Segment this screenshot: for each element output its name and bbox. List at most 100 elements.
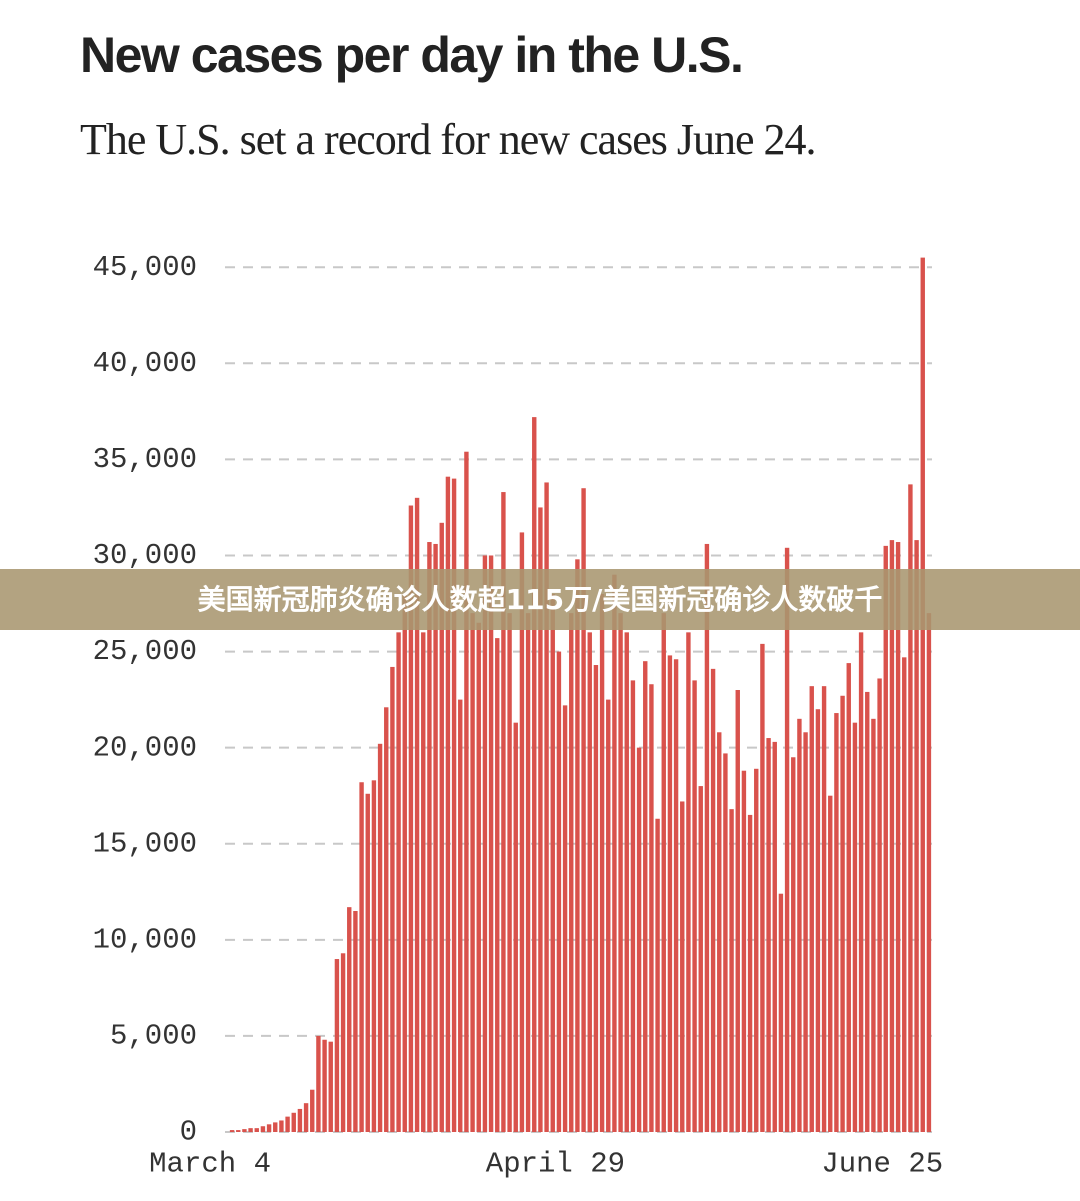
y-tick-label: 40,000 xyxy=(93,347,197,380)
bar xyxy=(266,1124,272,1132)
bar xyxy=(926,613,932,1132)
bar xyxy=(606,699,611,1132)
bar xyxy=(698,786,703,1132)
bar xyxy=(630,680,636,1132)
bar xyxy=(285,1116,290,1132)
bar xyxy=(254,1128,259,1132)
bar xyxy=(643,661,648,1132)
bar xyxy=(778,893,784,1132)
bar xyxy=(328,1041,333,1132)
bar xyxy=(390,666,395,1132)
bar xyxy=(581,488,586,1132)
bar xyxy=(236,1130,241,1132)
bar xyxy=(766,738,771,1132)
bar xyxy=(384,707,389,1132)
bar xyxy=(741,770,747,1132)
bar xyxy=(507,613,512,1132)
y-tick-label: 5,000 xyxy=(110,1020,197,1053)
bar xyxy=(488,555,494,1132)
bar xyxy=(562,705,568,1132)
bar xyxy=(377,743,383,1132)
x-tick-label: June 25 xyxy=(821,1148,943,1181)
bar xyxy=(445,476,451,1132)
bar xyxy=(402,593,407,1132)
bar xyxy=(858,632,864,1132)
bar xyxy=(569,613,574,1132)
bar xyxy=(754,768,759,1132)
bar xyxy=(686,632,691,1132)
bar xyxy=(710,668,716,1132)
bar xyxy=(495,638,500,1132)
bar xyxy=(340,953,346,1132)
bar xyxy=(865,691,870,1132)
bar xyxy=(260,1126,266,1132)
bar xyxy=(322,1039,327,1132)
bar xyxy=(920,257,925,1132)
bar xyxy=(902,657,907,1132)
bar xyxy=(501,492,506,1132)
bar xyxy=(680,801,685,1132)
bar xyxy=(353,911,358,1132)
bar xyxy=(291,1112,296,1132)
bar xyxy=(556,651,562,1132)
bar xyxy=(661,613,666,1132)
x-tick-label: March 4 xyxy=(149,1148,271,1181)
bar xyxy=(316,1035,321,1132)
bar xyxy=(371,780,377,1132)
bar xyxy=(797,718,802,1132)
bar xyxy=(439,522,444,1132)
bar xyxy=(476,622,481,1132)
bar xyxy=(803,732,808,1132)
bar xyxy=(593,665,599,1132)
chart-title: New cases per day in the U.S. xyxy=(80,27,742,83)
bar xyxy=(834,713,839,1132)
bar xyxy=(303,1103,309,1132)
bar xyxy=(692,680,697,1132)
y-tick-label: 20,000 xyxy=(93,731,197,764)
bar xyxy=(747,814,753,1132)
bar xyxy=(482,555,488,1132)
bar xyxy=(908,484,913,1132)
y-tick-label: 0 xyxy=(180,1116,197,1149)
bar xyxy=(458,699,463,1132)
bar xyxy=(427,542,432,1132)
bar xyxy=(433,543,438,1132)
bar xyxy=(544,482,549,1133)
bar xyxy=(723,753,728,1132)
x-tick-label: April 29 xyxy=(486,1148,625,1181)
bar xyxy=(408,505,414,1132)
bar xyxy=(655,818,660,1132)
bar xyxy=(649,684,654,1132)
bar xyxy=(519,532,525,1132)
bar xyxy=(735,690,740,1132)
bar xyxy=(587,632,592,1132)
bar xyxy=(421,632,426,1132)
bar xyxy=(673,659,679,1132)
bar xyxy=(760,643,765,1132)
bar xyxy=(451,478,457,1132)
bar xyxy=(310,1089,315,1132)
bar xyxy=(784,547,790,1132)
bar xyxy=(347,907,352,1132)
bar xyxy=(359,782,364,1132)
bar xyxy=(729,809,734,1132)
bar xyxy=(470,613,475,1132)
bar xyxy=(636,747,642,1132)
bar xyxy=(414,497,420,1133)
bar xyxy=(914,540,919,1132)
bar xyxy=(828,795,833,1132)
bar xyxy=(852,722,858,1132)
bar xyxy=(279,1120,284,1132)
bar xyxy=(618,613,623,1132)
bar xyxy=(575,559,580,1132)
y-tick-label: 35,000 xyxy=(93,443,197,476)
bar xyxy=(809,686,814,1132)
bar xyxy=(772,741,777,1132)
bar xyxy=(667,655,673,1132)
bar xyxy=(242,1129,247,1132)
bar xyxy=(883,545,888,1132)
bar xyxy=(612,574,617,1132)
bar xyxy=(334,959,340,1132)
bar xyxy=(840,695,845,1132)
